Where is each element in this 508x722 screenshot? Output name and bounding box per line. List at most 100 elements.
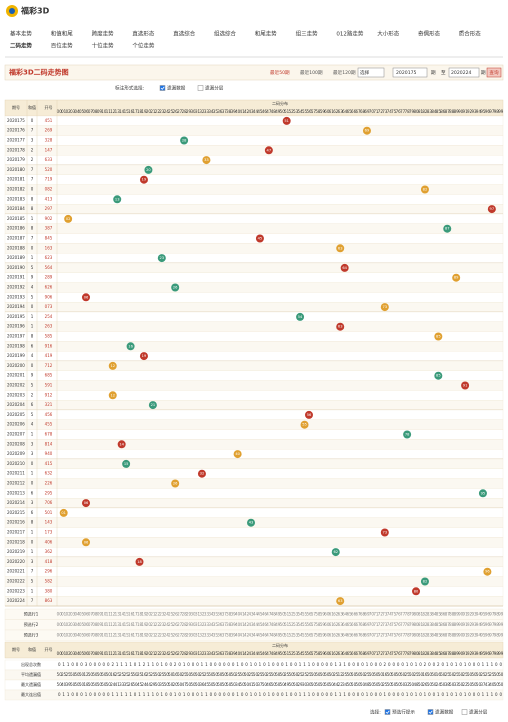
preselect-cell[interactable]: 54 bbox=[298, 611, 304, 616]
preselect-cell[interactable]: 05 bbox=[79, 611, 85, 616]
preselect-cell[interactable]: 97 bbox=[489, 611, 495, 616]
preselect-cell[interactable]: 32 bbox=[199, 622, 205, 627]
preselect-cell[interactable]: 31 bbox=[195, 611, 201, 616]
preselect-cell[interactable]: 17 bbox=[133, 611, 139, 616]
preselect-cell[interactable]: 61 bbox=[329, 622, 335, 627]
preselect-cell[interactable]: 69 bbox=[364, 622, 370, 627]
preselect-cell[interactable]: 61 bbox=[329, 611, 335, 616]
preselect-cell[interactable]: 23 bbox=[159, 611, 165, 616]
preselect-cell[interactable]: 18 bbox=[137, 611, 143, 616]
preselect-cell[interactable]: 42 bbox=[244, 611, 250, 616]
preselect-cell[interactable]: 21 bbox=[150, 622, 156, 627]
preselect-cell[interactable]: 79 bbox=[409, 611, 415, 616]
preselect-cell[interactable]: 87 bbox=[445, 622, 451, 627]
preselect-cell[interactable]: 50 bbox=[280, 611, 286, 616]
preselect-cell[interactable]: 29 bbox=[186, 632, 192, 637]
preselect-cell[interactable]: 28 bbox=[182, 622, 188, 627]
preselect-cell[interactable]: 75 bbox=[391, 611, 397, 616]
nav-link[interactable]: 和值和尾 bbox=[51, 30, 74, 38]
preselect-cell[interactable]: 39 bbox=[231, 632, 237, 637]
preselect-cell[interactable]: 67 bbox=[356, 622, 362, 627]
preselect-cell[interactable]: 80 bbox=[413, 632, 419, 637]
checkbox[interactable] bbox=[384, 709, 391, 715]
preselect-cell[interactable]: 07 bbox=[88, 611, 94, 616]
preselect-cell[interactable]: 25 bbox=[168, 632, 174, 637]
preselect-cell[interactable]: 52 bbox=[289, 622, 295, 627]
preselect-cell[interactable]: 96 bbox=[485, 622, 491, 627]
preselect-cell[interactable]: 12 bbox=[110, 611, 116, 616]
preselect-cell[interactable]: 08 bbox=[92, 611, 98, 616]
preselect-cell[interactable]: 18 bbox=[137, 622, 143, 627]
preselect-cell[interactable]: 95 bbox=[480, 611, 486, 616]
preselect-cell[interactable]: 13 bbox=[115, 632, 121, 637]
preselect-cell[interactable]: 90 bbox=[458, 632, 464, 637]
preselect-cell[interactable]: 85 bbox=[436, 622, 442, 627]
preselect-cell[interactable]: 62 bbox=[333, 611, 339, 616]
preselect-cell[interactable]: 76 bbox=[396, 622, 402, 627]
preselect-cell[interactable]: 01 bbox=[61, 611, 67, 616]
preselect-cell[interactable]: 30 bbox=[190, 611, 196, 616]
preselect-cell[interactable]: 54 bbox=[298, 632, 304, 637]
preselect-cell[interactable]: 16 bbox=[128, 611, 134, 616]
query-button[interactable] bbox=[486, 67, 502, 78]
preselect-cell[interactable]: 11 bbox=[106, 622, 112, 627]
preselect-cell[interactable]: 97 bbox=[489, 622, 495, 627]
nav-link[interactable]: 个位走势 bbox=[132, 42, 155, 50]
preselect-cell[interactable]: 20 bbox=[146, 632, 152, 637]
preselect-cell[interactable]: 95 bbox=[480, 632, 486, 637]
preselect-cell[interactable]: 81 bbox=[418, 611, 424, 616]
preselect-cell[interactable]: 15 bbox=[124, 622, 130, 627]
preselect-cell[interactable]: 46 bbox=[262, 632, 268, 637]
preselect-cell[interactable]: 13 bbox=[115, 611, 121, 616]
preselect-cell[interactable]: 96 bbox=[485, 611, 491, 616]
preselect-cell[interactable]: 61 bbox=[329, 632, 335, 637]
preselect-cell[interactable]: 83 bbox=[427, 611, 433, 616]
preselect-cell[interactable]: 82 bbox=[422, 622, 428, 627]
nav-link[interactable]: 大小形态 bbox=[377, 30, 400, 38]
preselect-cell[interactable]: 37 bbox=[222, 632, 228, 637]
nav-link[interactable]: 直选综合 bbox=[173, 30, 196, 38]
preselect-cell[interactable]: 72 bbox=[378, 622, 384, 627]
preselect-cell[interactable]: 03 bbox=[70, 611, 76, 616]
preselect-cell[interactable]: 60 bbox=[324, 632, 330, 637]
preselect-cell[interactable]: 54 bbox=[298, 622, 304, 627]
preselect-cell[interactable]: 76 bbox=[396, 611, 402, 616]
preselect-cell[interactable]: 22 bbox=[155, 632, 161, 637]
preselect-cell[interactable]: 99 bbox=[498, 611, 504, 616]
preselect-cell[interactable]: 23 bbox=[159, 622, 165, 627]
preselect-cell[interactable]: 56 bbox=[306, 622, 312, 627]
preselect-cell[interactable]: 45 bbox=[257, 632, 263, 637]
select-box[interactable] bbox=[357, 67, 385, 78]
preselect-cell[interactable]: 47 bbox=[266, 632, 272, 637]
preselect-cell[interactable]: 44 bbox=[253, 632, 259, 637]
preselect-cell[interactable]: 73 bbox=[382, 632, 388, 637]
nav-link[interactable]: 基本走势 bbox=[10, 30, 33, 38]
preselect-cell[interactable]: 30 bbox=[190, 622, 196, 627]
preselect-cell[interactable]: 78 bbox=[405, 632, 411, 637]
preselect-cell[interactable]: 74 bbox=[387, 622, 393, 627]
nav-link[interactable]: 奇偶形态 bbox=[418, 30, 441, 38]
preselect-cell[interactable]: 35 bbox=[213, 611, 219, 616]
preselect-cell[interactable]: 87 bbox=[445, 632, 451, 637]
preselect-cell[interactable]: 98 bbox=[494, 611, 500, 616]
preselect-cell[interactable]: 39 bbox=[231, 622, 237, 627]
preselect-cell[interactable]: 04 bbox=[75, 622, 81, 627]
preselect-cell[interactable]: 53 bbox=[293, 622, 299, 627]
preselect-cell[interactable]: 96 bbox=[485, 632, 491, 637]
preselect-cell[interactable]: 45 bbox=[257, 622, 263, 627]
preselect-cell[interactable]: 33 bbox=[204, 622, 210, 627]
preselect-cell[interactable]: 42 bbox=[244, 622, 250, 627]
period-link[interactable]: 最近100期 bbox=[300, 69, 323, 76]
preselect-cell[interactable]: 16 bbox=[128, 622, 134, 627]
preselect-cell[interactable]: 57 bbox=[311, 622, 317, 627]
preselect-cell[interactable]: 94 bbox=[476, 632, 482, 637]
nav-link[interactable]: 跨度走势 bbox=[92, 30, 115, 38]
nav-link[interactable]: 二码走势 bbox=[10, 42, 33, 50]
preselect-cell[interactable]: 14 bbox=[119, 622, 125, 627]
preselect-cell[interactable]: 14 bbox=[119, 611, 125, 616]
preselect-cell[interactable]: 95 bbox=[480, 622, 486, 627]
preselect-cell[interactable]: 68 bbox=[360, 611, 366, 616]
preselect-cell[interactable]: 72 bbox=[378, 611, 384, 616]
preselect-cell[interactable]: 02 bbox=[66, 611, 72, 616]
preselect-cell[interactable]: 80 bbox=[413, 622, 419, 627]
